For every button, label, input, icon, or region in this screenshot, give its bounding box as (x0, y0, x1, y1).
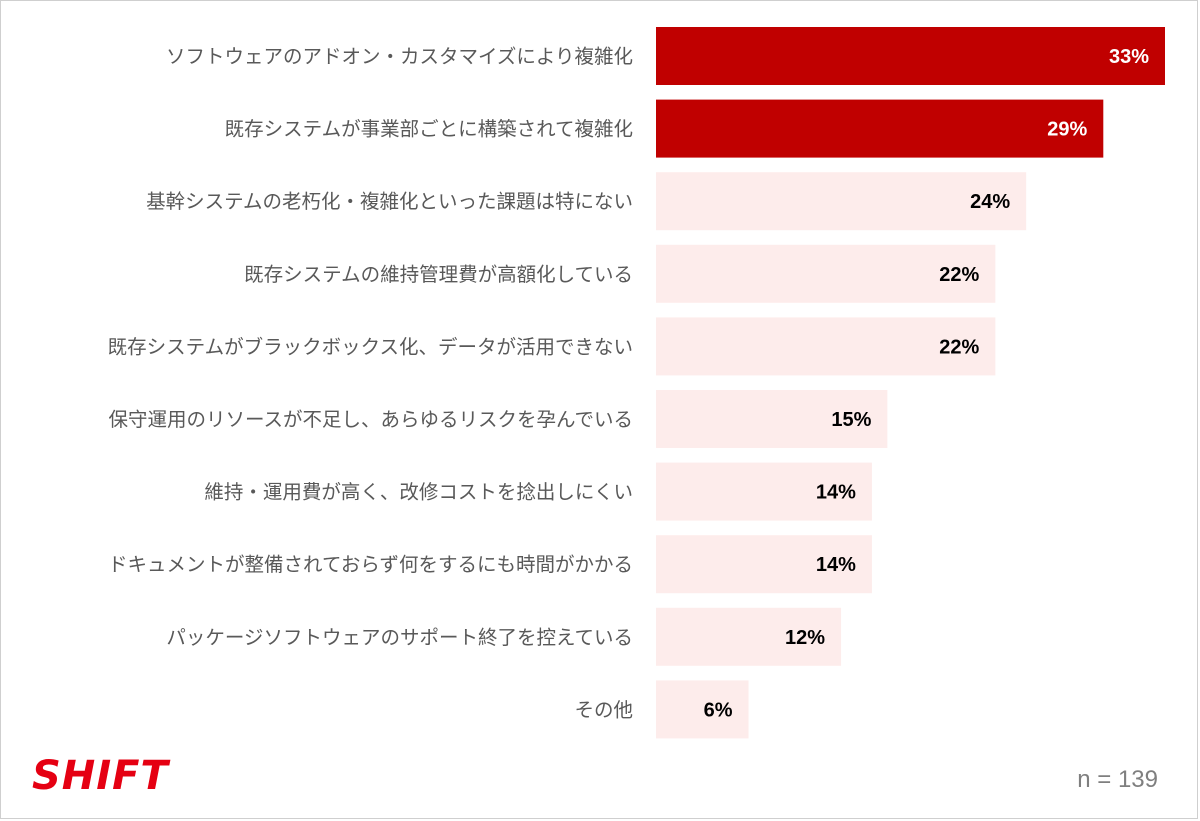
category-label-1: ソフトウェアのアドオン・カスタマイズにより複雑化 (166, 45, 633, 68)
value-label-6: 15% (831, 409, 871, 431)
shift-logo-text: SHIFT (32, 753, 170, 798)
value-label-7: 14% (816, 482, 856, 504)
bar-10 (656, 680, 749, 739)
bar-6 (656, 390, 888, 448)
bar-5 (656, 317, 996, 376)
sample-size-label: n = 139 (1077, 766, 1158, 793)
bar-1 (656, 27, 1165, 85)
value-label-8: 14% (816, 554, 856, 576)
bar-8 (656, 535, 872, 594)
bar-2 (656, 99, 1104, 158)
labels-layer: ソフトウェアのアドオン・カスタマイズにより複雑化 33% 既存システムが事業部ごとに… (108, 45, 1150, 721)
category-label-5: 既存システムがブラックボックス化、データが活用できない (108, 335, 633, 358)
value-label-5: 22% (939, 336, 979, 358)
value-label-1: 33% (1109, 46, 1149, 68)
bar-7 (656, 462, 872, 521)
value-label-9: 12% (785, 627, 825, 649)
category-label-6: 保守運用のリソースが不足し、あらゆるリスクを孕んでいる (108, 408, 633, 431)
bar-9 (656, 607, 842, 666)
category-label-10: その他 (574, 698, 633, 721)
category-label-4: 既存システムの維持管理費が高額化している (244, 263, 633, 286)
value-label-3: 24% (970, 191, 1010, 213)
bar-4 (656, 244, 996, 303)
value-label-4: 22% (939, 264, 979, 286)
bar-3 (656, 172, 1027, 231)
value-label-2: 29% (1047, 119, 1087, 141)
category-label-3: 基幹システムの老朽化・複雑化といった課題は特にない (146, 190, 633, 213)
category-label-7: 維持・運用費が高く、改修コストを捻出しにくい (204, 481, 633, 504)
category-label-2: 既存システムが事業部ごとに構築されて複雑化 (225, 118, 633, 141)
bars-layer (656, 27, 1165, 739)
category-label-8: ドキュメントが整備されておらず何をするにも時間がかかる (108, 553, 633, 576)
shift-logo: SHIFT (32, 753, 170, 798)
value-label-10: 6% (704, 699, 733, 721)
category-label-9: パッケージソフトウェアのサポート終了を控えている (166, 626, 633, 649)
